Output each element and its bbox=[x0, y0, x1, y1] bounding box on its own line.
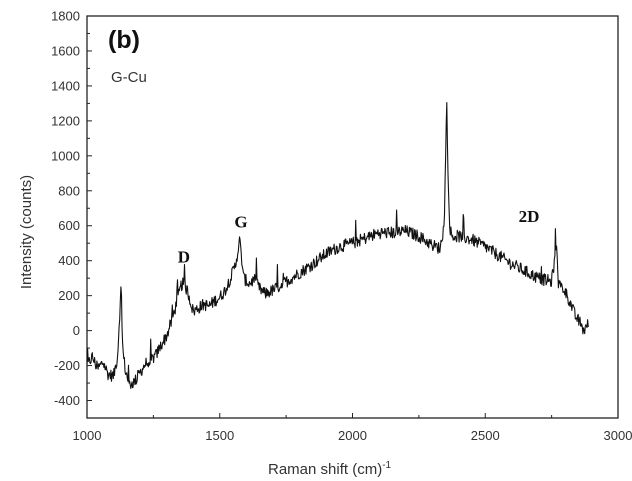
y-tick-label: 1000 bbox=[51, 148, 80, 163]
y-tick-label: 800 bbox=[58, 183, 80, 198]
y-axis-title: Intensity (counts) bbox=[18, 175, 35, 289]
y-tick-label: 400 bbox=[58, 253, 80, 268]
x-tick-labels: 1000 1500 2000 2500 3000 bbox=[73, 428, 632, 443]
y-tick-label: 1600 bbox=[51, 43, 80, 58]
sample-label: G-Cu bbox=[111, 69, 147, 86]
tick-marks bbox=[86, 15, 619, 419]
y-tick-label: 0 bbox=[73, 323, 80, 338]
peak-label: G bbox=[234, 212, 247, 231]
y-tick-label: 1400 bbox=[51, 78, 80, 93]
y-tick-label: 1800 bbox=[51, 9, 80, 24]
x-tick-label: 3000 bbox=[604, 428, 632, 443]
x-axis-title: Raman shift (cm)-1 bbox=[268, 460, 392, 478]
peak-label: D bbox=[178, 247, 190, 266]
x-tick-label: 1000 bbox=[73, 428, 102, 443]
peak-label: 2D bbox=[519, 207, 540, 226]
x-axis-title-main: Raman shift (cm) bbox=[268, 461, 382, 478]
y-tick-label: 600 bbox=[58, 218, 80, 233]
panel-label: (b) bbox=[108, 26, 140, 54]
y-tick-labels: -400 -200 0 200 400 600 800 1000 1200 1400 1600 180… bbox=[51, 9, 80, 409]
spectrum-series bbox=[86, 102, 590, 389]
x-tick-label: 2000 bbox=[338, 428, 367, 443]
x-tick-label: 2500 bbox=[471, 428, 500, 443]
y-tick-label: 200 bbox=[58, 288, 80, 303]
peak-annotations: D G 2D bbox=[178, 207, 540, 266]
y-tick-label: -400 bbox=[54, 393, 80, 408]
x-tick-label: 1500 bbox=[205, 428, 234, 443]
y-tick-label: 1200 bbox=[51, 113, 80, 128]
spectrum-line bbox=[86, 102, 590, 389]
y-tick-label: -200 bbox=[54, 358, 80, 373]
x-axis-title-superscript: -1 bbox=[382, 460, 391, 471]
